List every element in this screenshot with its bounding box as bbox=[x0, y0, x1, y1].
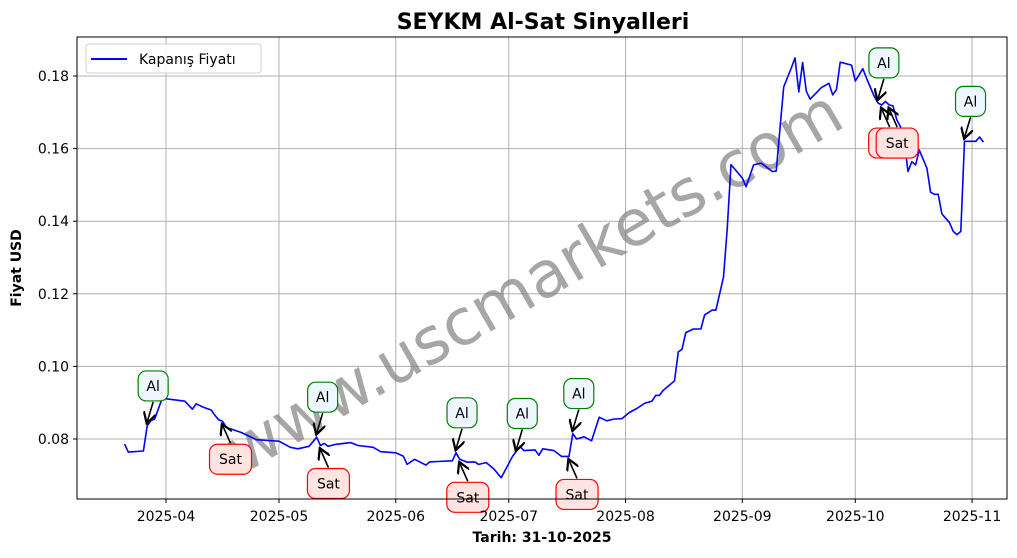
signal-label: Sat bbox=[219, 452, 242, 468]
signal-box bbox=[954, 85, 987, 117]
x-axis-ticks: 2025-04 2025-05 2025-06 2025-07 2025-08 2025-… bbox=[137, 499, 1002, 525]
signal-arrow-icon bbox=[147, 401, 153, 422]
signal-arrow-icon bbox=[460, 463, 468, 482]
buy-signal: Al bbox=[868, 47, 900, 99]
signal-arrow-icon bbox=[569, 460, 577, 479]
signal-box bbox=[307, 381, 339, 413]
x-tick-label: 2025-09 bbox=[713, 509, 772, 525]
signal-arrow-icon bbox=[882, 109, 890, 128]
buy-signal: Al bbox=[563, 377, 595, 430]
x-tick-label: 2025-05 bbox=[250, 509, 309, 525]
sell-signal: Sat bbox=[208, 425, 253, 475]
chart-title: SEYKM Al-Sat Sinyalleri bbox=[397, 10, 690, 35]
signal-box bbox=[506, 397, 538, 430]
signal-arrow-icon bbox=[889, 109, 897, 128]
x-tick-label: 2025-11 bbox=[943, 509, 1002, 525]
signal-arrow-icon bbox=[223, 425, 231, 444]
y-tick-label: 0.12 bbox=[38, 287, 69, 303]
signal-box bbox=[555, 478, 599, 511]
sell-signal: Sat bbox=[875, 109, 919, 159]
buy-signal: Al bbox=[137, 370, 169, 422]
y-tick-label: 0.10 bbox=[38, 359, 69, 375]
signal-label: Sat bbox=[886, 136, 909, 152]
x-tick-label: 2025-10 bbox=[826, 509, 885, 525]
x-tick-label: 2025-04 bbox=[137, 509, 196, 525]
signal-box bbox=[446, 397, 478, 429]
signal-label: Sat bbox=[456, 490, 479, 506]
signal-label: Al bbox=[316, 390, 329, 406]
price-line bbox=[123, 57, 985, 479]
buy-signal: Al bbox=[446, 397, 478, 449]
y-tick-label: 0.18 bbox=[38, 69, 69, 85]
x-tick-label: 2025-08 bbox=[596, 509, 655, 525]
legend-box bbox=[85, 43, 262, 74]
signal-arrow-icon bbox=[878, 78, 884, 99]
signal-arrow-icon bbox=[456, 428, 462, 449]
signal-box bbox=[208, 443, 253, 475]
signal-annotations: AlSatAlSatAlSatAlSatAlAlSatSatAl bbox=[137, 47, 987, 513]
y-tick-label: 0.08 bbox=[38, 432, 69, 448]
sell-signal: Sat bbox=[306, 450, 351, 500]
buy-signal: Al bbox=[954, 85, 987, 137]
legend: Kapanış Fiyatı bbox=[85, 43, 262, 74]
signal-label: Al bbox=[572, 387, 585, 403]
signal-arrow-icon bbox=[317, 412, 323, 433]
signal-arrow-icon bbox=[516, 429, 522, 450]
signal-label: Al bbox=[877, 56, 890, 72]
signal-box bbox=[868, 47, 900, 79]
signal-label: Al bbox=[516, 407, 529, 423]
grid bbox=[77, 37, 1007, 499]
x-tick-label: 2025-06 bbox=[367, 509, 426, 525]
y-tick-label: 0.16 bbox=[38, 142, 69, 158]
signal-label: Sat bbox=[566, 487, 589, 503]
buy-signal: Al bbox=[506, 397, 538, 450]
x-axis-label: Tarih: 31-10-2025 bbox=[473, 530, 612, 546]
signal-label: Al bbox=[146, 379, 159, 395]
signal-box bbox=[563, 377, 595, 410]
price-series bbox=[123, 57, 985, 479]
signal-box bbox=[446, 481, 490, 513]
signal-box bbox=[137, 370, 169, 402]
y-axis-label: Fiyat USD bbox=[9, 229, 25, 307]
signal-label: Al bbox=[455, 406, 468, 422]
signal-arrow-icon bbox=[965, 117, 971, 137]
x-tick-label: 2025-07 bbox=[480, 509, 539, 525]
signal-label: Sat bbox=[317, 477, 340, 493]
signal-arrow-icon bbox=[573, 409, 579, 430]
y-tick-label: 0.14 bbox=[38, 214, 69, 230]
sell-signal: Sat bbox=[555, 460, 599, 511]
plot-frame bbox=[76, 36, 1008, 500]
sell-signal: Sat bbox=[446, 463, 490, 513]
signal-arrow-icon bbox=[320, 450, 328, 468]
signal-box bbox=[875, 127, 919, 159]
y-axis-ticks: 0.08 0.10 0.12 0.14 0.16 0.18 bbox=[38, 69, 77, 448]
legend-label: Kapanış Fiyatı bbox=[139, 52, 236, 68]
signal-label: Al bbox=[964, 94, 977, 110]
buy-signal: Al bbox=[307, 381, 339, 433]
